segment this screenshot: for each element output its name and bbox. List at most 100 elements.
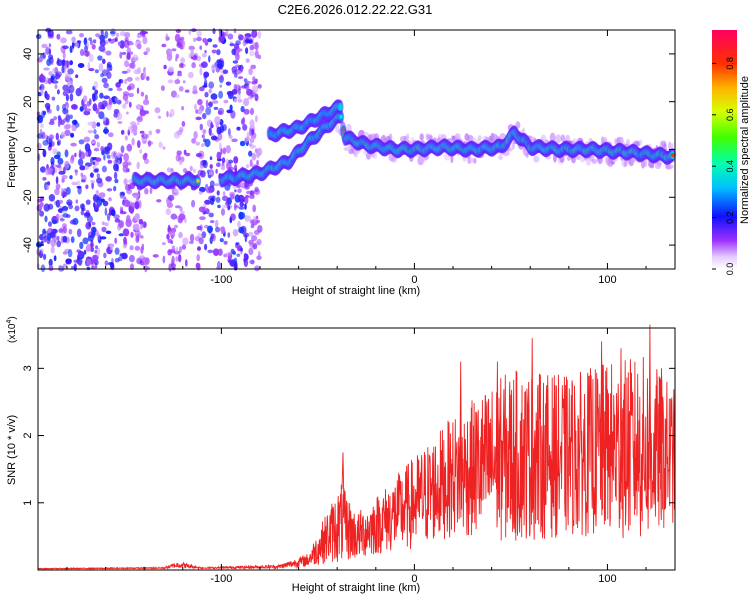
noise-blob [88, 53, 94, 63]
noise-blob [69, 175, 73, 180]
noise-blob [222, 204, 229, 209]
noise-blob [256, 255, 262, 260]
noise-blob [193, 37, 197, 42]
noise-blob [229, 43, 235, 47]
noise-blob [253, 216, 257, 222]
noise-blob [226, 252, 232, 256]
noise-blob [238, 226, 245, 234]
noise-blob [93, 81, 99, 89]
noise-blob [179, 159, 183, 166]
noise-blob [174, 79, 181, 85]
noise-blob [174, 33, 181, 43]
noise-blob [55, 213, 60, 222]
noise-blob [55, 73, 61, 80]
colorbar-label: Normalized spectral amplitude [739, 76, 750, 224]
noise-blob [53, 255, 57, 262]
noise-blob [95, 157, 102, 162]
noise-blob [233, 84, 237, 90]
snr-y-tick-label: 2 [22, 432, 34, 438]
noise-blob [233, 156, 239, 164]
noise-blob [40, 123, 44, 129]
noise-blob [204, 91, 209, 98]
noise-blob [223, 99, 229, 104]
noise-blob [134, 201, 140, 210]
noise-blob [202, 159, 208, 169]
noise-blob [206, 190, 213, 194]
noise-blob [210, 121, 213, 129]
noise-blob [58, 264, 63, 272]
noise-blob [41, 43, 48, 49]
noise-blob [113, 163, 119, 172]
noise-blob [190, 49, 194, 57]
noise-blob [176, 73, 183, 77]
noise-blob [130, 231, 134, 238]
noise-blob [196, 30, 202, 37]
noise-blob [56, 235, 60, 241]
noise-blob [101, 77, 108, 84]
noise-blob [98, 34, 106, 41]
noise-blob [91, 221, 96, 226]
noise-blob [255, 115, 258, 123]
noise-blob [218, 90, 224, 99]
noise-blob [94, 89, 99, 95]
noise-blob [101, 226, 107, 233]
noise-blob [92, 258, 97, 264]
noise-blob [56, 240, 62, 248]
noise-blob [168, 66, 174, 73]
noise-blob [201, 143, 205, 148]
noise-blob [180, 57, 186, 64]
noise-blob [130, 129, 138, 134]
noise-blob [211, 49, 217, 54]
noise-blob [217, 132, 223, 141]
noise-blob [170, 240, 174, 245]
noise-blob [245, 47, 249, 54]
noise-blob [231, 66, 238, 73]
noise-blob [194, 235, 200, 242]
noise-blob [225, 81, 232, 86]
noise-blob [42, 149, 47, 158]
noise-blob [40, 264, 46, 273]
noise-blob [175, 94, 180, 99]
ridge-core [196, 178, 200, 183]
noise-blob [193, 131, 198, 140]
noise-blob [201, 231, 207, 239]
noise-blob [58, 228, 64, 234]
noise-blob [136, 67, 142, 74]
noise-blob [249, 127, 252, 136]
noise-blob [202, 38, 208, 43]
noise-blob [110, 209, 116, 217]
noise-blob [160, 85, 165, 91]
noise-blob [56, 151, 61, 158]
halo-blob [343, 147, 350, 151]
noise-blob [152, 254, 159, 258]
noise-blob [205, 107, 212, 116]
noise-blob [201, 134, 205, 139]
noise-blob [46, 108, 52, 114]
noise-blob [248, 143, 253, 147]
noise-blob [180, 210, 185, 214]
noise-blob [158, 141, 163, 148]
noise-blob [139, 109, 147, 117]
noise-blob [187, 71, 194, 79]
noise-blob [116, 32, 120, 37]
noise-blob [157, 115, 162, 119]
noise-blob [94, 69, 99, 74]
noise-blob [87, 247, 91, 251]
noise-blob [71, 36, 76, 43]
noise-blob [225, 145, 231, 154]
noise-blob [179, 246, 182, 253]
noise-blob [236, 253, 241, 257]
noise-blob [50, 75, 54, 83]
noise-blob [183, 149, 187, 155]
noise-blob [78, 139, 85, 145]
noise-blob [174, 205, 182, 209]
noise-blob [254, 41, 259, 51]
noise-blob [219, 142, 222, 151]
noise-blob [145, 47, 151, 53]
noise-blob [238, 85, 242, 91]
noise-blob [117, 151, 121, 159]
noise-blob [189, 165, 193, 171]
noise-blob [42, 52, 46, 60]
noise-blob [251, 235, 258, 242]
noise-blob [173, 224, 179, 229]
